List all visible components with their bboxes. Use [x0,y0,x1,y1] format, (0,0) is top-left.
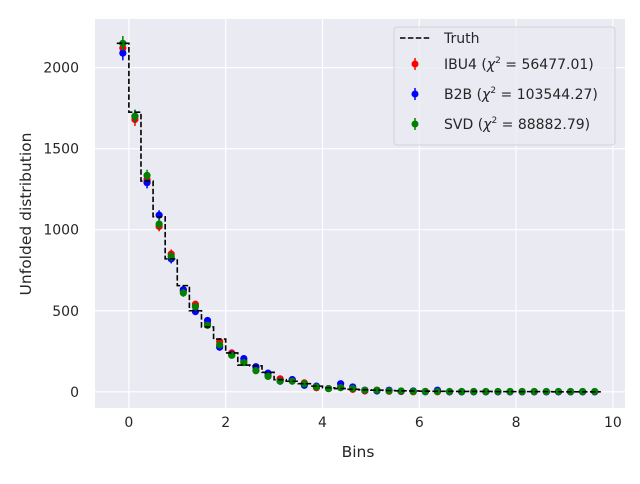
y-tick-label: 1500 [43,142,79,158]
legend-box [393,26,616,146]
y-tick-label: 500 [52,304,79,320]
x-tick-label: 2 [221,415,230,431]
svd-data-point [276,377,284,385]
svd-data-point [324,384,333,393]
svd-data-point [191,303,200,311]
svd-data-point [458,387,466,396]
svd-data-point [264,372,272,380]
legend-ibu4-marker [411,60,419,68]
svd-data-point [482,387,490,396]
b2b-data-point [155,211,163,219]
x-tick-label: 4 [318,415,327,431]
series-svd [119,36,599,396]
legend-truth-label: Truth [443,31,480,47]
y-tick-label: 1000 [43,223,79,239]
svd-data-point [312,383,321,391]
svd-data-point [506,387,514,396]
b2b-data-point [119,49,127,57]
y-tick-label: 2000 [43,61,79,77]
x-tick-label: 10 [604,415,622,431]
legend-svd-label: SVD (χ2 = 88882.79) [444,116,590,133]
x-tick-label: 0 [124,415,133,431]
svd-data-point [300,380,308,388]
svd-data-point [373,386,381,394]
legend: Truth IBU4 (χ2 = 56477.01) B2B (χ2 = 103… [393,26,616,146]
legend-b2b-marker [411,90,419,98]
legend-ibu4-label: IBU4 (χ2 = 56477.01) [444,56,594,73]
truth-step-line [116,42,601,393]
x-tick-label: 6 [415,415,424,431]
y-tick-label: 0 [70,385,79,401]
legend-svd-marker [411,120,419,128]
tick-layer: 0 2 4 6 8 10 0 500 1000 1500 2000 [43,61,621,431]
svd-data-point [179,289,187,297]
svd-data-point [288,377,296,385]
svd-data-point [119,39,127,47]
legend-b2b-label: B2B (χ2 = 103544.27) [444,86,598,103]
truth-layer [116,42,601,393]
x-axis-label: Bins [342,443,375,461]
x-tick-label: 8 [512,415,521,431]
svd-data-point [397,387,405,395]
svd-data-point [155,220,163,228]
svd-data-point [203,321,212,329]
svd-data-point [337,384,345,392]
svd-data-point [530,387,538,396]
svd-data-point [349,384,357,393]
svd-data-point [252,367,260,375]
y-axis-label: Unfolded distribution [17,133,35,296]
svd-data-point [143,171,151,180]
svd-data-point [131,112,139,120]
svd-data-point [216,341,224,349]
